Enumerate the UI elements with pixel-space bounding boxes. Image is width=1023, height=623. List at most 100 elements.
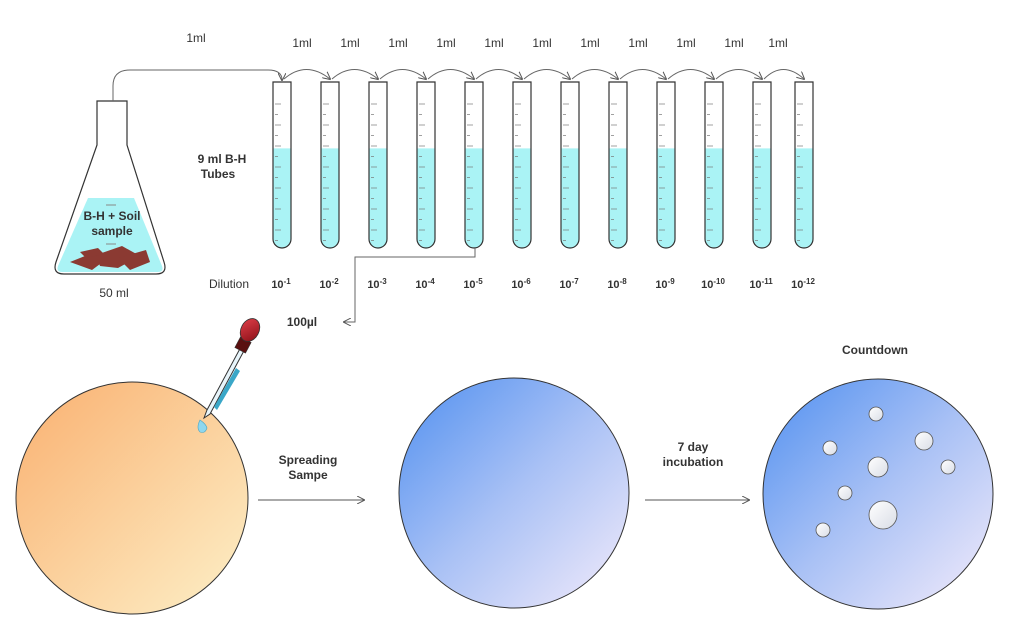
tube-outline [320,81,340,249]
tube-liquid [753,148,771,248]
dilution-exponent: -10 [713,277,725,286]
dilution-value: 10-8 [607,277,627,291]
dilution-value: 10-5 [463,277,483,291]
transfer-label: 1ml [532,36,551,50]
dilution-value: 10-12 [791,277,815,291]
flask-outline [54,100,166,275]
dilution-value: 10-1 [271,277,291,291]
tube-outline [368,81,388,249]
transfer-label: 1ml [484,36,503,50]
tube-liquid [513,148,531,248]
transfer-labels: 1ml 1ml 1ml 1ml 1ml 1ml 1ml 1ml 1ml 1ml 1ml [292,36,787,50]
transfer-volume-label: 100µl [287,315,317,329]
test-tube [320,81,340,249]
tube-outline [752,81,772,249]
tube-outline [464,81,484,249]
tube-liquid [465,148,483,248]
pipette-icon [197,318,261,433]
transfer-arc [571,69,618,80]
transfer-arc [283,69,330,80]
dilution-exponent: -3 [380,277,388,286]
flask-volume-label: 50 ml [99,286,128,300]
dilution-tubes [272,81,814,249]
test-tube [272,81,292,249]
transfer-arc [619,69,666,80]
test-tube [464,81,484,249]
dilution-exponent: -12 [803,277,815,286]
spreading-label-line2: Sampe [288,468,328,482]
incubation-label-line2: incubation [663,455,724,469]
colony [815,522,831,538]
test-tube [656,81,676,249]
transfer-arc [475,69,522,80]
tube-liquid [795,148,813,248]
transfer-label: 1ml [292,36,311,50]
transfer-arc [331,69,378,80]
test-tube [416,81,436,249]
tube-outline [608,81,628,249]
transfer-label: 1ml [724,36,743,50]
agar-plate-spreading [15,381,249,615]
transfer-label: 1ml [436,36,455,50]
flask-transfer-label: 1ml [186,31,205,45]
flask-content-label-line2: sample [91,224,133,238]
dilution-value: 10-6 [511,277,531,291]
tube-outline [704,81,724,249]
transfer-label: 1ml [580,36,599,50]
flask: B-H + Soil sample 50 ml [54,100,166,300]
agar-plate-incubation [398,377,630,609]
transfer-label: 1ml [676,36,695,50]
tube-liquid [417,148,435,248]
agar-plate-colonies [762,378,994,610]
colony [822,440,838,456]
tube-liquid [273,148,291,248]
incubation-label-line1: 7 day [678,440,709,454]
tube-liquid [657,148,675,248]
colonies [815,406,956,538]
dilution-value: 10-4 [415,277,435,291]
tube-outline [416,81,436,249]
tubes-label-line2: Tubes [201,167,236,181]
dilution-value: 10-10 [701,277,725,291]
dilution-exponent: -2 [332,277,340,286]
tube-outline [272,81,292,249]
soil-particles [70,246,150,270]
test-tube [794,81,814,249]
colony [837,485,853,501]
spreading-label-line1: Spreading [279,453,338,467]
tube-liquid [321,148,339,248]
dilution-value: 10-9 [655,277,675,291]
tube-liquid [705,148,723,248]
dilution-exponent: -1 [284,277,292,286]
dilution-values: 10-1 10-2 10-3 10-4 10-5 10-6 10-7 10-8 10-9 10-1… [271,277,815,291]
transfer-arc [763,69,804,80]
test-tube [512,81,532,249]
dilution-exponent: -8 [620,277,628,286]
test-tube [608,81,628,249]
transfer-arc [379,69,426,80]
dilution-label: Dilution [209,277,249,291]
countdown-label: Countdown [842,343,908,357]
dilution-exponent: -7 [572,277,580,286]
transfer-label: 1ml [388,36,407,50]
dilution-value: 10-3 [367,277,387,291]
colony [867,456,889,478]
dilution-exponent: -9 [668,277,676,286]
tubes-label-line1: 9 ml B-H [198,152,247,166]
tube-liquid [369,148,387,248]
transfer-arc [523,69,570,80]
tube-liquid [609,148,627,248]
test-tube [704,81,724,249]
tube-outline [560,81,580,249]
tube-to-plate-arrow [344,248,476,322]
tube-outline [794,81,814,249]
transfer-arc [667,69,714,80]
test-tube [752,81,772,249]
colony [940,459,956,475]
tube-outline [512,81,532,249]
transfer-arc [427,69,474,80]
dilution-value: 10-2 [319,277,339,291]
transfer-label: 1ml [340,36,359,50]
test-tube [368,81,388,249]
